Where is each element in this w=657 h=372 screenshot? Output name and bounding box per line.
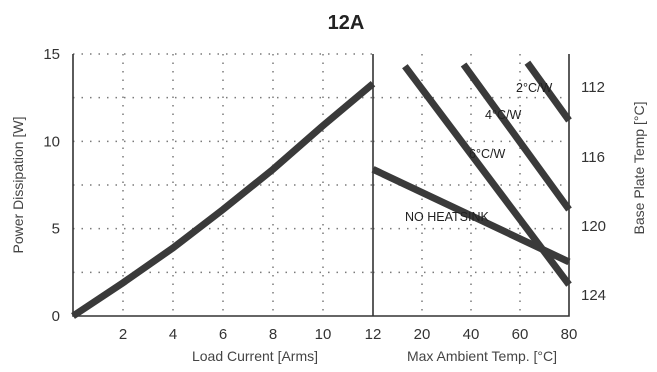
x-tick-label-ambient: 80 xyxy=(561,326,578,343)
derating-line-2cw xyxy=(524,60,572,123)
x-tick-label-ambient: 60 xyxy=(512,326,529,343)
right-tick-label: 112 xyxy=(581,79,605,96)
right-tick-label: 116 xyxy=(581,149,605,166)
x-tick-label-current: 6 xyxy=(219,326,227,343)
curve-labels: 2°C/W 4°C/W 6°C/W NO HEATSINK xyxy=(405,81,552,224)
y-tick-label: 15 xyxy=(43,46,60,63)
chart-title: 12A xyxy=(328,12,365,34)
left-plot-series xyxy=(71,81,376,319)
x-tick-labels-ambient: 20 40 60 80 xyxy=(414,326,578,343)
y-tick-label: 5 xyxy=(52,221,60,238)
x-tick-label-current: 8 xyxy=(269,326,277,343)
plot-frame xyxy=(72,54,570,317)
x-tick-label-ambient: 40 xyxy=(463,326,480,343)
curve-label-4cw: 4°C/W xyxy=(485,108,521,122)
y-tick-label: 0 xyxy=(52,308,60,325)
x-tick-labels-current: 2 4 6 8 10 12 xyxy=(119,326,382,343)
right-plot-grid xyxy=(373,54,569,316)
right-tick-label: 124 xyxy=(581,287,606,304)
curve-label-2cw: 2°C/W xyxy=(516,81,552,95)
x-axis-label-current: Load Current [Arms] xyxy=(192,348,318,364)
x-tick-label-current: 2 xyxy=(119,326,127,343)
y-tick-labels: 0 5 10 15 xyxy=(43,46,60,325)
x-tick-label-current: 10 xyxy=(315,326,332,343)
left-plot-frame xyxy=(72,54,570,317)
curve-label-6cw: 6°C/W xyxy=(469,147,505,161)
x-axis-label-ambient: Max Ambient Temp. [°C] xyxy=(407,348,557,364)
right-axis-label: Base Plate Temp [°C] xyxy=(631,102,647,235)
power-dissipation-curve xyxy=(71,81,376,319)
x-tick-label-current: 4 xyxy=(169,326,177,343)
right-plot-series xyxy=(371,60,572,287)
y-tick-label: 10 xyxy=(43,133,60,150)
left-plot-grid xyxy=(73,53,373,316)
curve-label-no-heatsink: NO HEATSINK xyxy=(405,210,489,224)
right-tick-labels: 112 116 120 124 xyxy=(581,79,606,304)
right-tick-label: 120 xyxy=(581,218,606,235)
derating-line-4cw xyxy=(460,62,572,212)
x-tick-label-current: 12 xyxy=(365,326,382,343)
derating-line-no-heatsink xyxy=(371,166,571,266)
x-tick-label-ambient: 20 xyxy=(414,326,431,343)
y-axis-label: Power Dissipation [W] xyxy=(10,117,26,254)
